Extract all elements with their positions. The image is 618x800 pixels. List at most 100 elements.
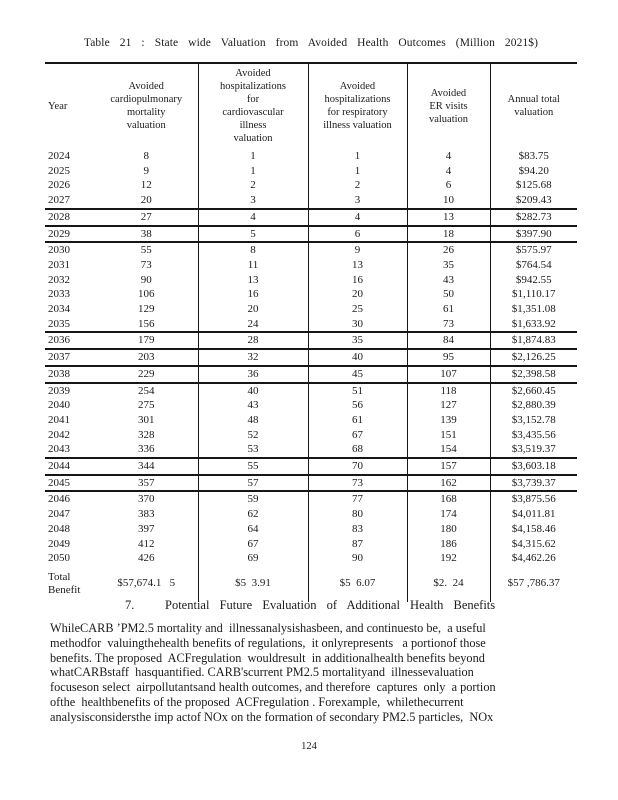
value-cell: 67	[197, 536, 308, 552]
value-cell: 40	[307, 348, 407, 366]
year-cell: 2034	[48, 303, 70, 316]
value-cell: $2,880.39	[489, 398, 577, 413]
year-cell: 2033	[48, 288, 70, 301]
value-cell: $1,874.83	[489, 331, 577, 350]
value-cell: 370	[95, 490, 198, 508]
year-cell: 2026	[48, 179, 70, 192]
value-cell: $942.55	[489, 272, 577, 288]
value-cell: 38	[95, 224, 198, 243]
value-cell: 107	[406, 364, 490, 383]
value-cell: $3,435.56	[489, 427, 577, 443]
page-number: 124	[301, 741, 317, 752]
paragraph-line: whatCARBstaff hasquantified. CARB'scurre…	[50, 665, 474, 680]
value-cell: $3,739.37	[489, 473, 577, 492]
value-cell: 1	[197, 149, 308, 164]
total-value-cell: $5 3.91	[197, 565, 308, 602]
value-cell: 28	[197, 331, 308, 350]
value-cell: $3,519.37	[489, 442, 577, 459]
section-number: 7.	[125, 598, 135, 612]
year-cell: 2042	[48, 428, 70, 441]
value-cell: 412	[138, 537, 155, 550]
value-cell: 151	[406, 427, 490, 443]
total-label-cell: Total Benefit	[48, 570, 81, 596]
table-row: 2027 20 3 3 10 $209.43	[45, 193, 577, 209]
year-cell: 2031	[48, 258, 70, 271]
value-cell: 1	[307, 163, 407, 179]
table-row: 2039 254 40 51 118 $2,660.45	[45, 381, 577, 399]
value-cell: 59	[197, 490, 308, 508]
value-cell: 24	[197, 316, 308, 333]
table-row: 2044 344 55 70 157 $3,603.18	[45, 457, 577, 475]
table-row: 2040 275 43 56 127 $2,880.39	[45, 398, 577, 413]
value-cell: 11	[197, 257, 308, 273]
value-cell: 35	[406, 257, 490, 273]
table-row: 2035 156 24 30 73 $1,633.92	[45, 316, 577, 333]
value-cell: 3	[197, 193, 308, 209]
value-cell: 8	[197, 241, 308, 258]
year-cell: 2048	[48, 522, 70, 535]
value-cell: 53	[197, 442, 308, 459]
value-cell: 51	[307, 381, 407, 399]
value-cell: 301	[138, 413, 155, 426]
value-cell: 83	[307, 521, 407, 537]
value-cell: $3,875.56	[489, 490, 577, 508]
value-cell: 383	[138, 508, 155, 521]
value-cell: 13	[406, 207, 490, 226]
table-row: 2037 203 32 40 95 $2,126.25	[45, 348, 577, 366]
value-cell: 68	[307, 442, 407, 459]
table-row: 2042 328 52 67 151 $3,435.56	[45, 427, 577, 443]
value-cell: 203	[95, 348, 198, 366]
valuation-table: Year Avoided cardiopulmonary mortality v…	[45, 62, 577, 602]
table-row: 2041 301 48 61 139 $3,152.78	[45, 412, 577, 428]
column-header-annual-total: Annual total valuation	[489, 63, 577, 149]
value-cell: 192	[406, 551, 490, 566]
value-cell: 12	[140, 179, 152, 192]
value-cell: 95	[406, 348, 490, 366]
table-row: 2031 73 11 13 35 $764.54	[45, 257, 577, 273]
value-cell: 9	[143, 164, 150, 177]
value-cell: $282.73	[489, 207, 577, 226]
table-row: 2024 8 1 1 4 $83.75	[45, 149, 577, 164]
year-cell: 2025	[48, 164, 70, 177]
value-cell: $2,660.45	[489, 381, 577, 399]
value-cell: $397.90	[489, 224, 577, 243]
value-cell: 139	[406, 412, 490, 428]
total-value-cell: $5 6.07	[307, 565, 407, 602]
value-cell: 275	[138, 399, 155, 412]
paragraph-line: analysisconsidersthe imp actof NOx on th…	[50, 709, 494, 724]
value-cell: 129	[138, 303, 155, 316]
column-header-year: Year	[48, 100, 68, 112]
value-cell: 45	[307, 364, 407, 383]
value-cell: 344	[95, 457, 198, 475]
value-cell: 27	[95, 207, 198, 226]
year-cell: 2041	[48, 413, 70, 426]
value-cell: 357	[95, 473, 198, 492]
table-row: 2046 370 59 77 168 $3,875.56	[45, 490, 577, 508]
value-cell: 77	[307, 490, 407, 508]
value-cell: 180	[406, 521, 490, 537]
table-header: Year Avoided cardiopulmonary mortality v…	[45, 63, 577, 149]
value-cell: 43	[197, 398, 308, 413]
value-cell: 90	[307, 551, 407, 566]
value-cell: $209.43	[489, 193, 577, 209]
value-cell: $4,011.81	[489, 507, 577, 522]
paragraph-line: WhileCARB ʼPM2.5 mortality and illnessan…	[50, 621, 486, 635]
value-cell: 18	[406, 224, 490, 243]
value-cell: 87	[307, 536, 407, 552]
year-cell: 2030	[45, 241, 95, 258]
year-cell: 2040	[48, 399, 70, 412]
column-header-respiratory: Avoided hospitalizations for respiratory…	[307, 63, 407, 149]
table-row: 2033 106 16 20 50 $1,110.17	[45, 287, 577, 303]
value-cell: 84	[406, 331, 490, 350]
value-cell: 2	[197, 178, 308, 194]
value-cell: 25	[307, 302, 407, 317]
value-cell: 55	[197, 457, 308, 475]
total-value-cell: $57 ,786.37	[489, 565, 577, 602]
value-cell: 426	[138, 552, 155, 565]
value-cell: $3,152.78	[489, 412, 577, 428]
value-cell: 43	[406, 272, 490, 288]
value-cell: $2,126.25	[489, 348, 577, 366]
year-cell: 2028	[45, 207, 95, 226]
value-cell: 186	[406, 536, 490, 552]
year-cell: 2047	[48, 508, 70, 521]
